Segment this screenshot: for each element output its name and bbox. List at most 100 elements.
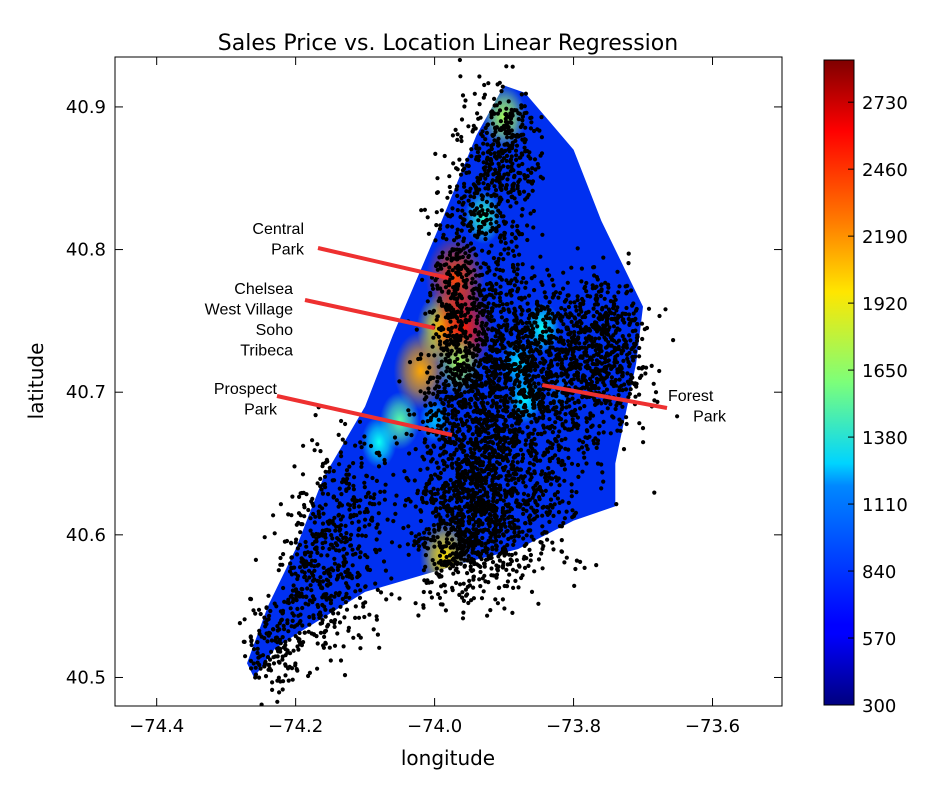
scatter-point xyxy=(637,354,641,358)
scatter-point xyxy=(433,386,437,390)
scatter-point xyxy=(608,402,612,406)
scatter-point xyxy=(456,401,460,405)
scatter-point xyxy=(552,292,556,296)
scatter-point xyxy=(506,504,510,508)
scatter-point xyxy=(594,563,598,567)
scatter-point xyxy=(482,589,486,593)
scatter-point xyxy=(490,404,494,408)
scatter-point xyxy=(285,600,289,604)
scatter-point xyxy=(524,111,528,115)
scatter-point xyxy=(453,325,457,329)
scatter-point xyxy=(544,329,548,333)
scatter-point xyxy=(546,439,550,443)
scatter-point xyxy=(457,538,461,542)
scatter-point xyxy=(298,565,302,569)
scatter-point xyxy=(617,284,621,288)
scatter-point xyxy=(324,592,328,596)
scatter-point xyxy=(484,549,488,553)
scatter-point xyxy=(436,375,440,379)
scatter-point xyxy=(437,365,441,369)
scatter-point xyxy=(563,412,567,416)
scatter-point xyxy=(362,442,366,446)
scatter-point xyxy=(617,339,621,343)
scatter-point xyxy=(353,589,357,593)
scatter-point xyxy=(542,505,546,509)
scatter-point xyxy=(440,410,444,414)
scatter-point xyxy=(576,475,580,479)
scatter-point xyxy=(455,231,459,235)
scatter-point xyxy=(484,558,488,562)
scatter-point xyxy=(478,362,482,366)
scatter-point xyxy=(449,305,453,309)
scatter-point xyxy=(379,590,383,594)
scatter-point xyxy=(462,495,466,499)
scatter-point xyxy=(350,521,354,525)
scatter-point xyxy=(504,241,508,245)
scatter-point xyxy=(439,602,443,606)
scatter-point xyxy=(460,487,464,491)
scatter-point xyxy=(557,340,561,344)
scatter-point xyxy=(435,461,439,465)
scatter-point xyxy=(441,519,445,523)
scatter-point xyxy=(595,377,599,381)
scatter-point xyxy=(389,576,393,580)
scatter-point xyxy=(489,282,493,286)
scatter-point xyxy=(499,89,503,93)
scatter-point xyxy=(505,584,509,588)
scatter-point xyxy=(565,556,569,560)
scatter-point xyxy=(519,360,523,364)
scatter-point xyxy=(426,387,430,391)
scatter-point xyxy=(325,578,329,582)
scatter-point xyxy=(507,99,511,103)
scatter-point xyxy=(406,408,410,412)
scatter-point xyxy=(536,374,540,378)
scatter-point xyxy=(526,302,530,306)
scatter-point xyxy=(627,252,631,256)
scatter-point xyxy=(511,436,515,440)
scatter-point xyxy=(456,208,460,212)
scatter-point xyxy=(532,288,536,292)
scatter-point xyxy=(517,296,521,300)
scatter-point xyxy=(480,596,484,600)
scatter-point xyxy=(462,279,466,283)
scatter-point xyxy=(538,334,542,338)
scatter-point xyxy=(307,569,311,573)
scatter-point xyxy=(336,574,340,578)
scatter-point xyxy=(524,542,528,546)
scatter-point xyxy=(300,491,304,495)
scatter-point xyxy=(479,423,483,427)
scatter-point xyxy=(374,550,378,554)
scatter-point xyxy=(499,395,503,399)
scatter-point xyxy=(657,369,661,373)
scatter-point xyxy=(467,199,471,203)
scatter-point xyxy=(551,283,555,287)
scatter-point xyxy=(615,326,619,330)
scatter-point xyxy=(562,560,566,564)
scatter-point xyxy=(313,448,317,452)
scatter-point xyxy=(281,552,285,556)
scatter-point xyxy=(359,465,363,469)
scatter-point xyxy=(321,579,325,583)
scatter-point xyxy=(514,399,518,403)
scatter-point xyxy=(593,372,597,376)
scatter-point xyxy=(512,539,516,543)
scatter-point xyxy=(573,567,577,571)
scatter-point xyxy=(463,314,467,318)
scatter-point xyxy=(457,475,461,479)
scatter-point xyxy=(335,631,339,635)
scatter-point xyxy=(532,129,536,133)
scatter-point xyxy=(457,158,461,162)
scatter-point xyxy=(510,478,514,482)
scatter-point xyxy=(445,366,449,370)
scatter-point xyxy=(416,613,420,617)
scatter-point xyxy=(298,543,302,547)
scatter-point xyxy=(471,355,475,359)
scatter-point xyxy=(485,157,489,161)
scatter-point xyxy=(467,494,471,498)
scatter-point xyxy=(533,449,537,453)
scatter-point xyxy=(483,93,487,97)
scatter-point xyxy=(616,315,620,319)
scatter-point xyxy=(369,518,373,522)
scatter-point xyxy=(475,297,479,301)
scatter-point xyxy=(378,548,382,552)
